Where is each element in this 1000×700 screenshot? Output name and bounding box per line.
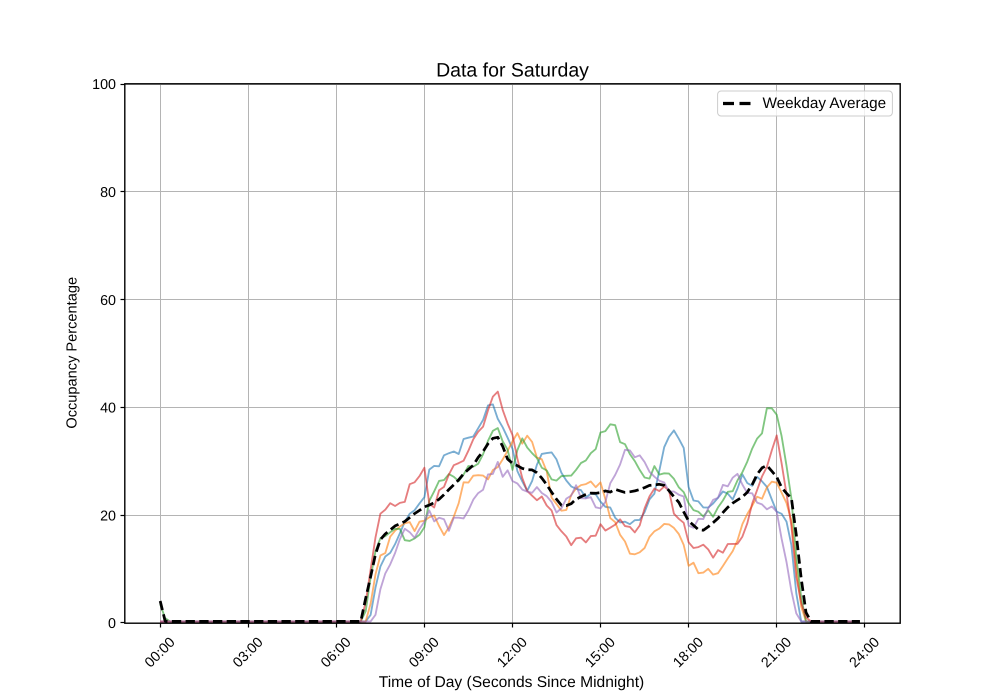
svg-text:60: 60 — [100, 293, 116, 309]
svg-text:80: 80 — [100, 185, 116, 201]
svg-text:100: 100 — [92, 77, 116, 93]
svg-text:0: 0 — [108, 616, 116, 632]
svg-text:Occupancy Percentage: Occupancy Percentage — [65, 277, 81, 429]
svg-text:20: 20 — [100, 508, 116, 524]
svg-text:Data for Saturday: Data for Saturday — [436, 60, 589, 82]
svg-text:40: 40 — [100, 401, 116, 417]
svg-text:Time of Day (Seconds Since Mid: Time of Day (Seconds Since Midnight) — [379, 674, 645, 691]
svg-text:Weekday Average: Weekday Average — [763, 95, 887, 112]
